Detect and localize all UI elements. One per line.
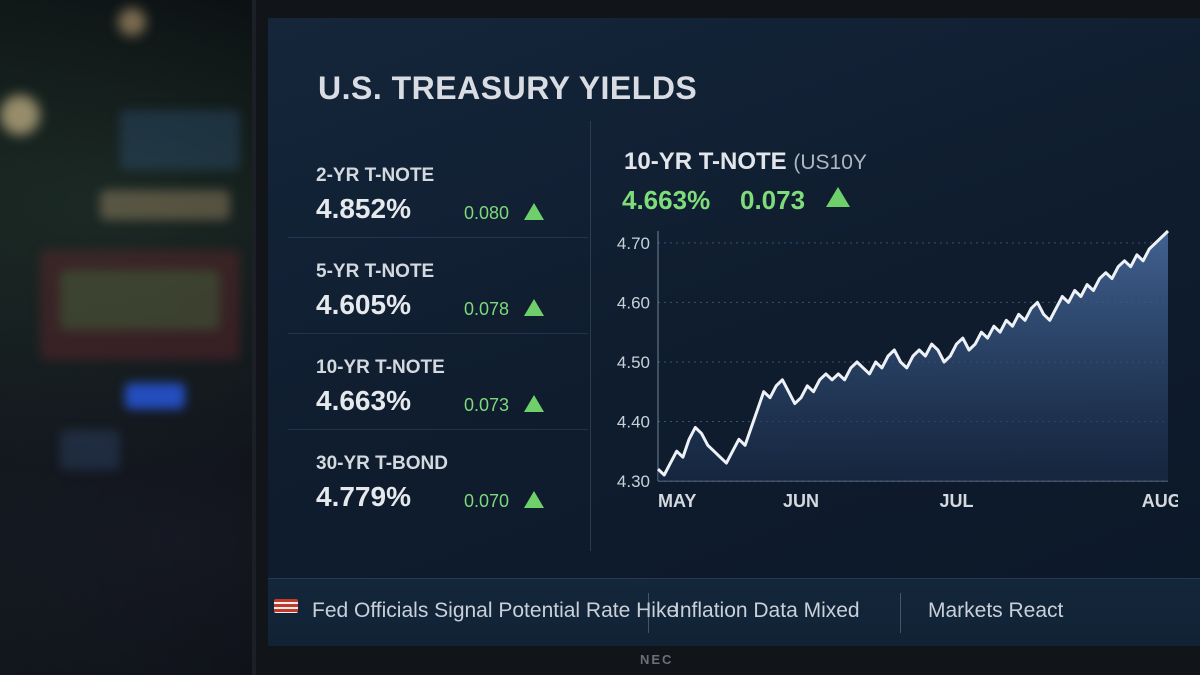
bokeh-light: [120, 110, 240, 170]
chart-title-text: 10-YR T-NOTE: [624, 148, 787, 175]
quote-name: 2-YR T-NOTE: [316, 165, 435, 186]
quote-yield: 4.605%: [316, 289, 411, 320]
quote-row-2yr[interactable]: 2-YR T-NOTE 4.852% 0.080: [288, 141, 588, 238]
quote-yield: 4.779%: [316, 481, 411, 512]
news-ticker: Fed Officials Signal Potential Rate Hike…: [268, 578, 1200, 646]
news-item[interactable]: Markets React: [928, 599, 1064, 622]
quote-change: 0.078: [464, 299, 510, 319]
quote-name: 5-YR T-NOTE: [316, 261, 435, 282]
y-tick-label: 4.40: [617, 412, 650, 431]
bokeh-light: [0, 95, 40, 135]
quote-name: 10-YR T-NOTE: [316, 357, 445, 378]
quote-change: 0.070: [464, 491, 510, 511]
news-item[interactable]: Fed Officials Signal Potential Rate Hike: [312, 599, 679, 622]
chart-panel: 10-YR T-NOTE (US10Y 4.663% 0.073 4.70 4.6…: [598, 121, 1188, 561]
y-tick-label: 4.30: [617, 472, 650, 491]
news-separator: [900, 593, 901, 633]
quote-name: 30-YR T-BOND: [316, 453, 448, 474]
quote-row-10yr[interactable]: 10-YR T-NOTE 4.663% 0.073: [288, 333, 588, 430]
x-tick-label: JUN: [783, 491, 819, 511]
quote-yield: 4.663%: [316, 385, 411, 416]
up-arrow-icon: [524, 299, 544, 316]
bokeh-light: [125, 383, 185, 409]
quotes-panel: 2-YR T-NOTE 4.852% 0.080 5-YR T-NOTE 4.6…: [288, 121, 588, 561]
news-separator: [648, 593, 649, 633]
news-logo-icon: [274, 599, 298, 613]
bokeh-light: [60, 430, 120, 470]
up-arrow-icon: [524, 491, 544, 508]
chart-series-line: [656, 229, 1170, 477]
chart-ticker: (US10Y: [793, 151, 867, 174]
panel-divider: [590, 121, 591, 551]
yield-chart[interactable]: 4.70 4.60 4.50 4.40 4.30 MAY JUN JUL AUG: [598, 221, 1178, 541]
quote-row-30yr[interactable]: 30-YR T-BOND 4.779% 0.070: [288, 429, 588, 525]
bokeh-light: [100, 190, 230, 220]
quote-row-5yr[interactable]: 5-YR T-NOTE 4.605% 0.078: [288, 237, 588, 334]
monitor-brand: NEC: [640, 652, 674, 667]
y-tick-label: 4.50: [617, 353, 650, 372]
chart-change: 0.073: [740, 185, 806, 215]
news-item[interactable]: Inflation Data Mixed: [674, 599, 860, 622]
y-tick-label: 4.70: [617, 234, 650, 253]
x-tick-label: AUG: [1142, 491, 1178, 511]
quote-change: 0.073: [464, 395, 510, 415]
screen: U.S. TREASURY YIELDS 2-YR T-NOTE 4.852% …: [268, 18, 1200, 646]
bokeh-light: [40, 250, 240, 360]
bokeh-light: [118, 8, 146, 36]
chart-y-axis: 4.70 4.60 4.50 4.40 4.30: [617, 234, 650, 491]
quote-yield: 4.852%: [316, 193, 411, 224]
y-tick-label: 4.60: [617, 293, 650, 312]
x-tick-label: MAY: [658, 491, 696, 511]
chart-yield: 4.663%: [622, 185, 711, 215]
up-arrow-icon: [826, 187, 850, 207]
up-arrow-icon: [524, 203, 544, 220]
up-arrow-icon: [524, 395, 544, 412]
page-title: U.S. TREASURY YIELDS: [318, 70, 698, 106]
chart-title: 10-YR T-NOTE (US10Y: [624, 148, 867, 176]
quote-change: 0.080: [464, 203, 510, 223]
chart-x-axis: MAY JUN JUL AUG: [658, 491, 1178, 511]
bokeh-light: [60, 270, 220, 330]
x-tick-label: JUL: [940, 491, 974, 511]
